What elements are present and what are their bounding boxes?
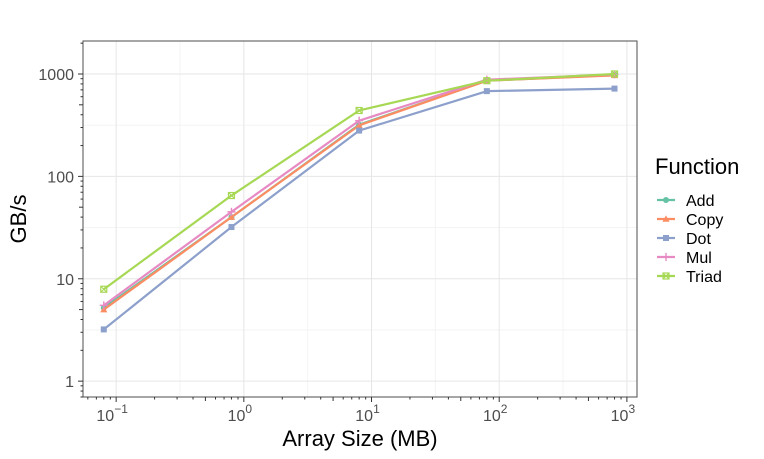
- data-point-triad: [100, 285, 108, 293]
- data-point-triad: [483, 77, 491, 85]
- y-tick-label: 100: [47, 169, 74, 186]
- legend-key-marker: [662, 272, 670, 280]
- legend-label: Add: [686, 193, 714, 210]
- legend-label: Copy: [686, 212, 723, 229]
- data-point-box: [610, 70, 619, 78]
- y-tick-label: 1000: [38, 67, 74, 84]
- series-layer: [99, 70, 619, 333]
- data-point-box: [662, 272, 670, 280]
- data-point-box: [355, 106, 363, 115]
- panel-border: [82, 40, 638, 398]
- legend-key-marker: [662, 253, 670, 261]
- x-axis-title: Array Size (MB): [282, 426, 437, 451]
- legend-item-mul: Mul: [657, 250, 712, 267]
- legend-key-marker: [663, 235, 669, 241]
- data-point-dot: [100, 326, 107, 333]
- data-point-dot: [611, 85, 618, 92]
- legend-key-marker: [662, 215, 670, 222]
- series-triad: [100, 70, 619, 293]
- data-point-dot: [483, 88, 490, 95]
- data-point-cross: [483, 77, 491, 85]
- legend: Function Add Copy Dot Mul Triad: [655, 154, 739, 286]
- y-tick-label: 1: [65, 374, 74, 391]
- data-point-dot: [228, 224, 235, 231]
- data-point-cross: [662, 272, 670, 280]
- data-point-box: [100, 285, 108, 293]
- legend-item-copy: Copy: [657, 212, 723, 229]
- legend-item-dot: Dot: [657, 231, 711, 248]
- data-point-triad: [355, 106, 363, 115]
- data-point-cross: [100, 285, 108, 293]
- data-point-mul: [227, 207, 236, 216]
- data-point-copy: [355, 121, 363, 129]
- grid: [83, 41, 637, 397]
- data-point-dot: [356, 127, 363, 134]
- legend-key-marker: [663, 197, 669, 203]
- legend-label: Triad: [686, 269, 722, 286]
- legend-item-add: Add: [657, 193, 714, 210]
- data-point-box: [227, 191, 236, 200]
- data-point-mul: [355, 116, 364, 125]
- legend-label: Mul: [686, 250, 712, 267]
- legend-label: Dot: [686, 231, 711, 248]
- data-point-box: [483, 77, 491, 85]
- data-point-triad: [610, 70, 619, 78]
- y-axis-title: GB/s: [6, 195, 31, 244]
- data-point-cross: [228, 192, 235, 199]
- legend-title: Function: [655, 154, 739, 179]
- legend-item-triad: Triad: [657, 269, 722, 286]
- data-point-cross: [355, 107, 363, 114]
- data-point-copy: [227, 213, 236, 220]
- data-point-cross: [611, 70, 618, 78]
- series-dot: [100, 85, 618, 333]
- y-tick-label: 10: [56, 272, 74, 289]
- data-point-triad: [227, 191, 236, 200]
- data-point-mul: [99, 301, 108, 310]
